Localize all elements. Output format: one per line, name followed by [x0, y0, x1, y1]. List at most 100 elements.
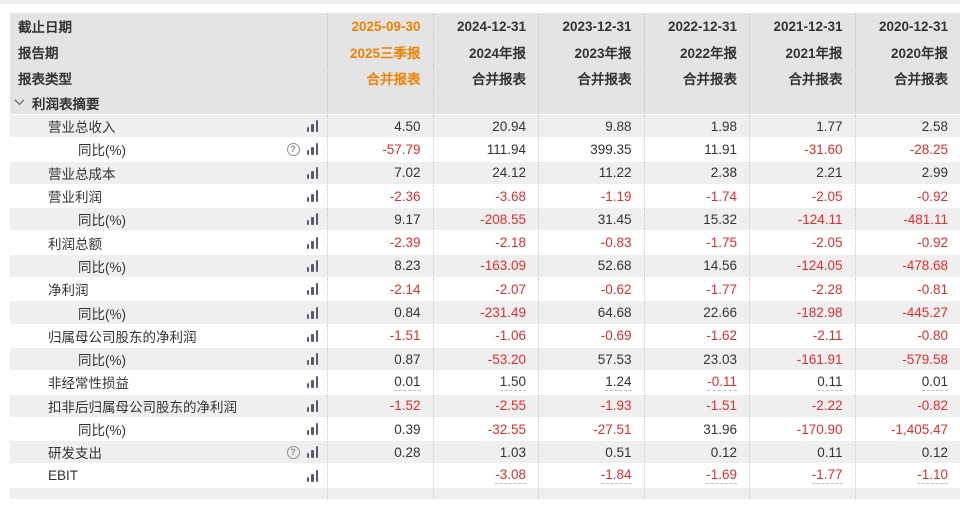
header-value: 合并报表: [472, 72, 526, 87]
row-label: 同比(%): [78, 353, 126, 369]
cell-value: 31.96: [703, 421, 737, 437]
cell-value: -1.06: [495, 328, 526, 344]
bar-chart-icon[interactable]: [306, 469, 318, 482]
header-row-cells: 2025三季报 2024年报 2023年报 2022年报 2021年报 2020年报: [327, 39, 960, 65]
bar-chart-icon[interactable]: [306, 166, 318, 179]
header-value: 合并报表: [788, 72, 843, 87]
value-cell: [327, 487, 433, 499]
bar-chart-icon[interactable]: [306, 283, 318, 296]
cell-value[interactable]: -0.11: [707, 373, 737, 391]
cell-value: -32.55: [487, 421, 526, 437]
row-icon-group: [306, 353, 328, 366]
bar-chart-icon[interactable]: [306, 376, 318, 389]
help-circle-icon[interactable]: ?: [286, 445, 300, 459]
header-row-label-cell: 截止日期: [10, 13, 327, 39]
cell-value[interactable]: 1.50: [499, 373, 526, 391]
bar-chart-icon[interactable]: [306, 306, 318, 319]
header-value-cell: 2024-12-31: [432, 13, 539, 39]
bar-chart-icon[interactable]: [306, 143, 318, 156]
cell-value: 2.58: [921, 118, 948, 134]
cell-value: 0.51: [605, 444, 632, 460]
cell-value[interactable]: -1.69: [706, 467, 737, 485]
row-icon-group: [306, 423, 328, 435]
value-cell: -3.68: [432, 184, 539, 208]
bar-chart-icon[interactable]: [306, 259, 318, 272]
table-row: 同比(%) 9.17 -208.55 31.45 15.32 -124.11 -481.1…: [10, 208, 960, 232]
cell-value: 399.35: [590, 141, 632, 157]
row-label: 同比(%): [78, 259, 126, 275]
value-cell: -1.84: [538, 464, 644, 487]
value-cell: -170.90: [749, 417, 855, 441]
cell-value: -2.05: [811, 188, 843, 204]
cell-value: -1.74: [706, 188, 737, 204]
cell-value: -57.79: [382, 141, 421, 157]
row-cells: 7.02 24.12 11.22 2.38 2.21 2.99: [327, 161, 960, 184]
cell-value[interactable]: 0.01: [394, 373, 421, 391]
cell-value[interactable]: 1.24: [605, 373, 632, 391]
value-cell: -32.55: [432, 417, 539, 441]
row-label: 同比(%): [78, 306, 126, 322]
cell-value: 23.03: [703, 351, 737, 367]
bar-chart-icon[interactable]: [306, 423, 318, 435]
bar-chart-icon[interactable]: [306, 353, 318, 366]
value-cell: [854, 487, 960, 499]
header-value-cell: 合并报表: [432, 65, 539, 91]
row-label-cell: 净利润: [10, 278, 327, 300]
row-cells: -2.39 -2.18 -0.83 -1.75 -2.05 -0.92: [327, 231, 960, 254]
row-label: 同比(%): [78, 143, 126, 159]
cell-value[interactable]: -1.77: [811, 467, 843, 485]
bar-chart-icon[interactable]: [306, 446, 318, 459]
cell-value[interactable]: -1.10: [917, 467, 948, 485]
cell-value: -3.68: [495, 188, 526, 204]
row-icon-group: ?: [286, 445, 328, 459]
row-icon-group: [306, 236, 328, 249]
cell-value: -0.83: [600, 235, 632, 251]
row-cells: 0.87 -53.20 57.53 23.03 -161.91 -579.58: [327, 347, 960, 371]
cell-value: 24.12: [492, 165, 526, 181]
header-value: 合并报表: [894, 72, 948, 87]
partial-cells: [327, 487, 960, 499]
cell-value[interactable]: -3.08: [495, 467, 526, 485]
value-cell: -53.20: [432, 347, 539, 371]
row-label: 非经常性损益: [48, 376, 129, 392]
bar-chart-icon[interactable]: [306, 120, 318, 133]
header-value: 2020年报: [890, 46, 948, 61]
header-row-label-cell: 报告期: [10, 39, 327, 65]
bar-chart-icon[interactable]: [306, 329, 318, 342]
value-cell: [854, 91, 960, 114]
value-cell: 111.94: [432, 138, 539, 161]
help-circle-icon[interactable]: ?: [286, 142, 300, 156]
value-cell: -0.62: [538, 278, 644, 301]
cell-value: 57.53: [597, 351, 632, 367]
header-value: 合并报表: [683, 72, 737, 87]
row-label-cell: 归属母公司股东的净利润: [10, 325, 327, 347]
cell-value: 2.38: [710, 165, 737, 181]
value-cell: -0.69: [538, 324, 644, 347]
cell-value: -0.81: [917, 281, 948, 297]
value-cell: -28.25: [854, 138, 960, 161]
value-cell: -1.77: [643, 278, 750, 301]
header-value-cell: 2021年报: [749, 39, 855, 65]
value-cell: [538, 91, 644, 114]
section-row-income-statement[interactable]: 利润表摘要: [10, 91, 960, 115]
bar-chart-icon[interactable]: [306, 213, 318, 226]
row-label-cell: 营业总成本: [10, 162, 327, 184]
cell-value[interactable]: -1.84: [600, 467, 632, 485]
value-cell: 2.38: [643, 161, 750, 184]
cell-value: 11.91: [704, 141, 737, 157]
cell-value: -182.98: [796, 305, 843, 321]
value-cell: -1.10: [854, 464, 960, 487]
bar-chart-icon[interactable]: [306, 236, 318, 249]
table-row: 同比(%) 0.39 -32.55 -27.51 31.96 -170.90 -1,405…: [10, 417, 960, 442]
value-cell: -0.83: [538, 231, 644, 254]
cell-value[interactable]: 0.01: [921, 373, 948, 391]
header-value-cell: 合并报表: [643, 65, 750, 91]
bar-chart-icon[interactable]: [306, 190, 318, 203]
cell-value[interactable]: 0.11: [817, 373, 843, 391]
chevron-down-icon[interactable]: [14, 94, 25, 105]
value-cell: 2.99: [854, 161, 960, 184]
header-value: 2022-12-31: [667, 18, 737, 34]
value-cell: 2.21: [749, 161, 855, 184]
row-icon-group: [306, 329, 328, 342]
bar-chart-icon[interactable]: [306, 399, 318, 412]
